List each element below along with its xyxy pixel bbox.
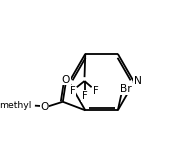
Text: methyl: methyl xyxy=(0,101,31,110)
Text: O: O xyxy=(40,102,49,112)
Text: Br: Br xyxy=(120,84,132,94)
Text: F: F xyxy=(70,86,76,96)
Text: N: N xyxy=(134,76,141,86)
Text: O: O xyxy=(62,75,70,85)
Text: F: F xyxy=(93,86,99,96)
Text: F: F xyxy=(82,91,87,101)
